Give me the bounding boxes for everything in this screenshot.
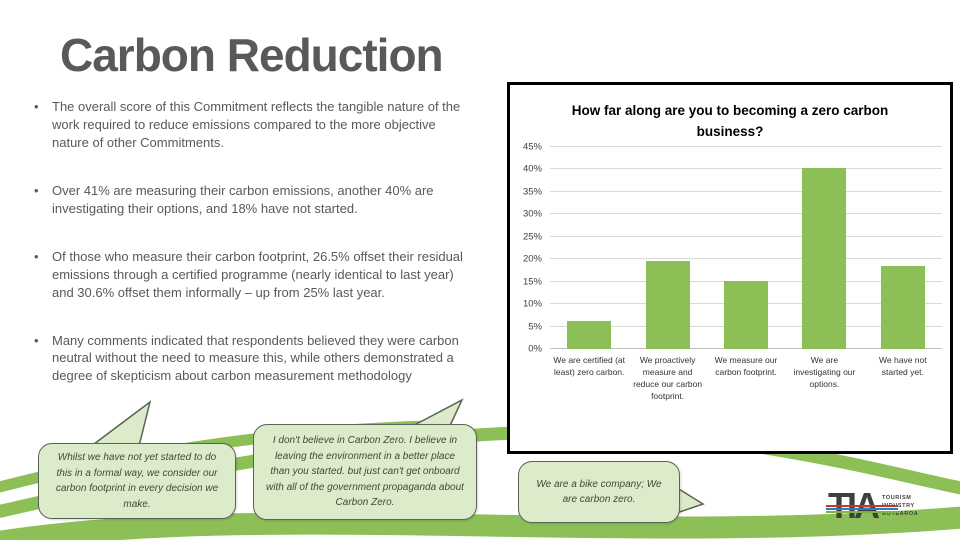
bullet-marker: • xyxy=(34,182,39,198)
bullet-text: Many comments indicated that respondents… xyxy=(52,332,459,384)
callout-text: We are a bike company; We are carbon zer… xyxy=(536,478,662,506)
x-tick-label: We proactively measure and reduce our ca… xyxy=(633,355,703,401)
chart-bar xyxy=(724,281,769,349)
y-tick-label: 25% xyxy=(522,231,542,243)
bullet-marker: • xyxy=(34,99,39,114)
callout-bubble: I don't believe in Carbon Zero. I believ… xyxy=(253,424,477,520)
bar-slot xyxy=(785,147,863,349)
x-tick-label: We are investigating our options. xyxy=(793,355,856,389)
bar-chart: How far along are you to becoming a zero… xyxy=(507,82,953,454)
bar-slot xyxy=(628,147,706,349)
bullet-text: Over 41% are measuring their carbon emis… xyxy=(52,182,434,216)
y-tick-label: 35% xyxy=(522,186,542,198)
y-tick-label: 40% xyxy=(522,163,542,175)
y-tick-label: 5% xyxy=(528,321,542,333)
callout-text: Whilst we have not yet started to do thi… xyxy=(55,452,219,510)
y-tick-label: 10% xyxy=(522,298,542,310)
y-tick-label: 20% xyxy=(522,253,542,265)
bullet-item: • The overall score of this Commitment r… xyxy=(34,98,466,152)
bullet-item: • Many comments indicated that responden… xyxy=(34,332,466,386)
bullet-text: The overall score of this Commitment ref… xyxy=(52,99,461,150)
chart-x-axis: We are certified (at least) zero carbon.… xyxy=(550,355,942,403)
page-title: Carbon Reduction xyxy=(60,29,444,81)
gridline xyxy=(550,213,942,215)
logo-text-line: TOURISM xyxy=(882,494,912,501)
chart-y-axis: 0% 5% 10% 15% 20% 25% 30% 35% 40% 45% xyxy=(510,142,546,355)
gridline xyxy=(550,235,942,237)
gridline xyxy=(550,190,942,192)
logo-stripe xyxy=(826,505,898,507)
chart-bars xyxy=(550,147,942,349)
bullet-item: • Over 41% are measuring their carbon em… xyxy=(34,182,466,218)
bar-slot xyxy=(707,147,785,349)
tia-logo-acronym: TIA xyxy=(826,488,898,524)
bullet-text: Of those who measure their carbon footpr… xyxy=(52,248,463,300)
x-tick-label: We measure our carbon footprint. xyxy=(714,355,778,377)
chart-bar xyxy=(880,265,925,349)
y-tick-label: 15% xyxy=(522,276,542,288)
logo-stripe xyxy=(826,507,898,510)
bullet-marker: • xyxy=(34,248,39,264)
chart-bar xyxy=(802,168,847,349)
callout-text: I don't believe in Carbon Zero. I believ… xyxy=(266,435,464,509)
callout-bubble: We are a bike company; We are carbon zer… xyxy=(518,461,680,523)
chart-bar xyxy=(567,320,612,349)
gridline xyxy=(550,258,942,260)
gridline xyxy=(550,146,942,147)
bullet-item: • Of those who measure their carbon foot… xyxy=(34,248,466,302)
bullet-list: • The overall score of this Commitment r… xyxy=(34,98,466,415)
bar-slot xyxy=(550,147,628,349)
x-tick-label: We have not started yet. xyxy=(879,355,927,377)
x-tick-label: We are certified (at least) zero carbon. xyxy=(553,355,626,377)
chart-bar xyxy=(645,260,690,349)
bar-slot xyxy=(864,147,942,349)
y-tick-label: 30% xyxy=(522,208,542,220)
tia-logo-stripes xyxy=(826,505,898,514)
chart-title: How far along are you to becoming a zero… xyxy=(571,103,889,139)
callout-bubble: Whilst we have not yet started to do thi… xyxy=(38,443,236,519)
y-tick-label: 45% xyxy=(522,141,542,153)
logo-stripe xyxy=(826,510,898,513)
bullet-marker: • xyxy=(34,332,39,348)
gridline xyxy=(550,280,942,282)
gridline xyxy=(550,168,942,170)
y-tick-label: 0% xyxy=(528,343,542,355)
